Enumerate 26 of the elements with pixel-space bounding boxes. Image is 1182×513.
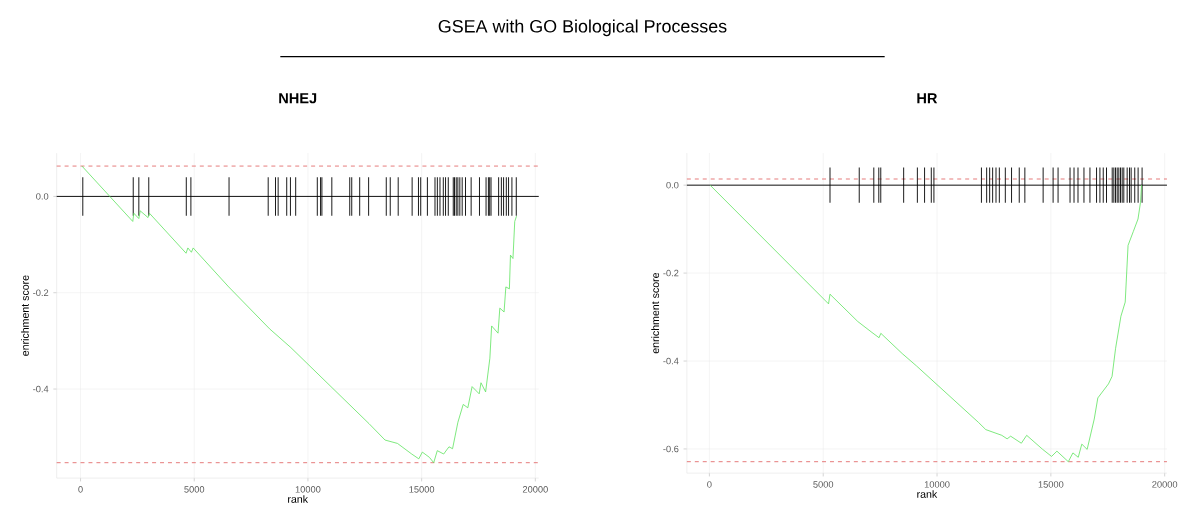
chart-title: HR <box>917 93 938 104</box>
y-tick-label: 0.0 <box>36 193 49 200</box>
x-tick-label: 0 <box>78 486 83 493</box>
x-tick-label: 10000 <box>295 486 321 493</box>
x-tick-label: 0 <box>707 481 712 488</box>
text: GSEA with GO Biological Processes <box>438 19 727 37</box>
y-tick-label: -0.4 <box>663 357 679 365</box>
y-tick-label: -0.2 <box>663 269 679 277</box>
y-tick-label: 0.0 <box>666 181 679 189</box>
x-tick-label: 20000 <box>522 486 548 493</box>
x-axis-title: rank <box>917 490 938 498</box>
y-tick-label: -0.4 <box>33 385 49 393</box>
chart-title: NHEJ <box>279 93 317 104</box>
y-tick-label: -0.6 <box>663 445 679 453</box>
x-axis-title: rank <box>288 495 309 503</box>
x-tick-label: 20000 <box>1152 481 1178 488</box>
y-tick-label: -0.2 <box>33 289 49 297</box>
line-series <box>709 184 1142 463</box>
x-tick-label: 5000 <box>184 486 205 493</box>
x-tick-label: 5000 <box>813 481 834 488</box>
line-series <box>81 165 517 464</box>
x-tick-label: 15000 <box>1038 481 1064 488</box>
x-tick-label: 15000 <box>409 486 435 493</box>
x-tick-label: 10000 <box>924 481 950 488</box>
y-axis-title: enrichment score <box>651 272 660 354</box>
y-axis-title: enrichment score <box>21 275 29 356</box>
